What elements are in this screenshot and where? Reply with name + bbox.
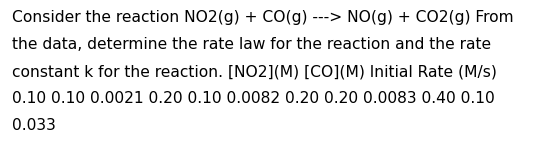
Text: the data, determine the rate law for the reaction and the rate: the data, determine the rate law for the… [12, 37, 492, 52]
Text: 0.10 0.10 0.0021 0.20 0.10 0.0082 0.20 0.20 0.0083 0.40 0.10: 0.10 0.10 0.0021 0.20 0.10 0.0082 0.20 0… [12, 91, 495, 106]
Text: constant k for the reaction. [NO2](M) [CO](M) Initial Rate (M/s): constant k for the reaction. [NO2](M) [C… [12, 64, 497, 79]
Text: Consider the reaction NO2(g) + CO(g) ---> NO(g) + CO2(g) From: Consider the reaction NO2(g) + CO(g) ---… [12, 10, 514, 25]
Text: 0.033: 0.033 [12, 118, 56, 133]
